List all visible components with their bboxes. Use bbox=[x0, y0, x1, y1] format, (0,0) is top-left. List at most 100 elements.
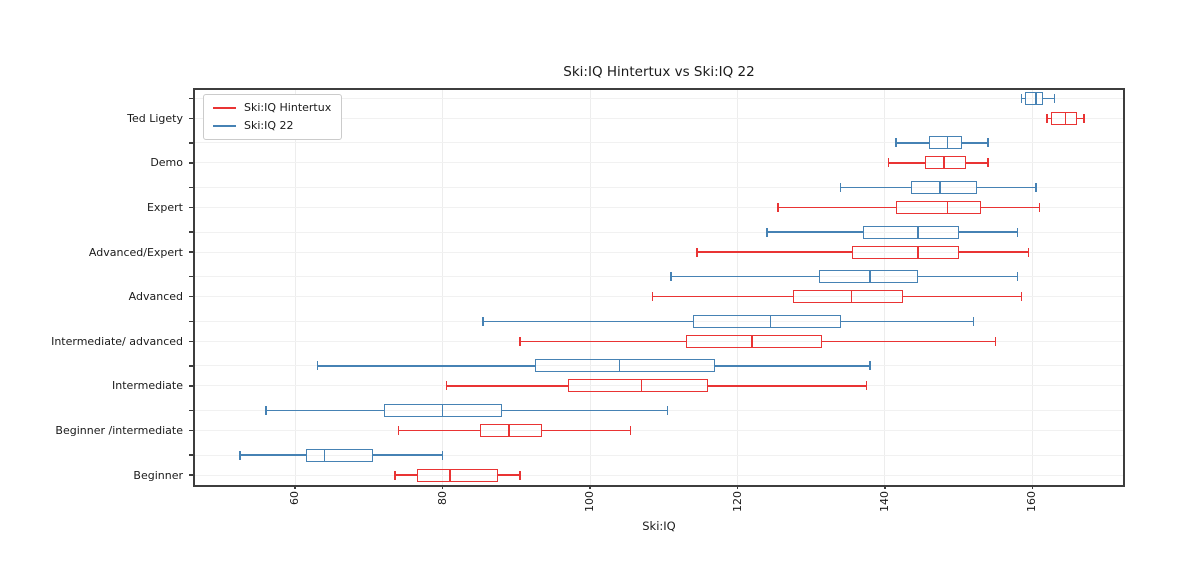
boxplot-box bbox=[929, 136, 963, 150]
gridline-horizontal bbox=[195, 385, 1123, 387]
whisker-cap-low bbox=[316, 361, 319, 371]
whisker-left bbox=[446, 385, 568, 387]
boxplot-box bbox=[910, 181, 978, 194]
whisker-right bbox=[542, 429, 631, 432]
x-axis-tick bbox=[736, 485, 739, 489]
y-axis-tick bbox=[189, 251, 193, 253]
y-tick-label: Beginner bbox=[133, 468, 183, 482]
median-line bbox=[946, 202, 949, 213]
gridline-horizontal bbox=[195, 365, 1123, 367]
median-line bbox=[1064, 112, 1067, 124]
whisker-right bbox=[1043, 97, 1055, 100]
whisker-right bbox=[708, 385, 867, 387]
whisker-cap-low bbox=[445, 381, 448, 391]
whisker-cap-low bbox=[265, 406, 267, 415]
x-axis-tick bbox=[589, 485, 591, 489]
gridline-vertical bbox=[442, 90, 444, 485]
x-tick-label: 60 bbox=[288, 491, 302, 505]
whisker-cap-low bbox=[696, 247, 698, 257]
whisker-cap-high bbox=[1038, 203, 1041, 212]
whisker-cap-low bbox=[839, 183, 842, 192]
gridline-horizontal bbox=[195, 430, 1123, 431]
gridline-vertical bbox=[1031, 90, 1033, 485]
whisker-right bbox=[958, 251, 1029, 253]
whisker-cap-high bbox=[1035, 183, 1037, 192]
whisker-left bbox=[1047, 117, 1051, 120]
gridline-horizontal bbox=[195, 474, 1123, 476]
whisker-cap-low bbox=[895, 138, 897, 148]
whisker-left bbox=[394, 474, 417, 476]
x-tick-label: 140 bbox=[877, 491, 891, 512]
y-tick-label: Advanced/Expert bbox=[88, 245, 183, 259]
whisker-cap-low bbox=[482, 316, 484, 326]
whisker-right bbox=[958, 231, 1018, 233]
whisker-cap-low bbox=[394, 470, 396, 480]
gridline-horizontal bbox=[195, 276, 1123, 278]
x-axis-tick bbox=[884, 485, 886, 489]
boxplot-box bbox=[818, 270, 919, 284]
gridline-vertical bbox=[884, 90, 886, 485]
gridline-horizontal bbox=[195, 231, 1123, 233]
x-axis-tick bbox=[1031, 485, 1034, 489]
boxplot-box bbox=[851, 245, 959, 259]
boxplot-box bbox=[895, 201, 981, 214]
whisker-cap-low bbox=[651, 292, 654, 302]
gridline-horizontal bbox=[195, 142, 1123, 144]
gridline-horizontal bbox=[195, 207, 1123, 208]
gridline-horizontal bbox=[195, 117, 1123, 119]
boxplot-box bbox=[862, 225, 959, 239]
legend-label-hintertux: Ski:IQ Hintertux bbox=[244, 101, 332, 114]
whisker-left bbox=[671, 275, 819, 278]
whisker-cap-high bbox=[1016, 272, 1019, 282]
median-line bbox=[751, 335, 753, 347]
y-axis-tick bbox=[189, 275, 193, 278]
whisker-left bbox=[520, 340, 686, 343]
whisker-left bbox=[265, 409, 384, 412]
x-axis-tick bbox=[294, 485, 296, 489]
x-tick-label: 100 bbox=[583, 491, 597, 512]
boxplot-box bbox=[925, 156, 966, 170]
boxplot-box bbox=[534, 359, 716, 373]
whisker-right bbox=[372, 454, 443, 456]
legend-label-22: Ski:IQ 22 bbox=[244, 119, 294, 132]
whisker-left bbox=[888, 162, 926, 164]
whisker-cap-high bbox=[519, 470, 521, 480]
whisker-right bbox=[977, 186, 1036, 189]
boxplot-box bbox=[693, 314, 841, 328]
whisker-right bbox=[497, 474, 521, 476]
whisker-cap-high bbox=[987, 138, 989, 148]
whisker-left bbox=[652, 295, 793, 298]
gridline-horizontal bbox=[195, 162, 1123, 164]
legend: Ski:IQ Hintertux Ski:IQ 22 bbox=[203, 94, 343, 140]
y-axis-tick bbox=[189, 162, 193, 164]
boxplot-box bbox=[479, 424, 543, 437]
whisker-cap-low bbox=[1020, 93, 1023, 103]
whisker-cap-low bbox=[766, 227, 768, 237]
whisker-right bbox=[822, 340, 996, 343]
whisker-cap-high bbox=[1053, 93, 1056, 103]
y-axis-tick bbox=[189, 365, 193, 367]
whisker-left bbox=[766, 231, 863, 233]
legend-line-red bbox=[213, 106, 236, 109]
median-line bbox=[946, 137, 949, 149]
whisker-right bbox=[715, 365, 871, 367]
y-axis-tick bbox=[189, 385, 193, 387]
median-line bbox=[323, 449, 326, 461]
gridline-horizontal bbox=[195, 97, 1123, 99]
whisker-left bbox=[317, 365, 535, 367]
y-axis-tick bbox=[189, 340, 193, 343]
median-line bbox=[508, 425, 510, 436]
whisker-cap-high bbox=[1016, 227, 1019, 237]
y-axis-tick bbox=[189, 186, 193, 189]
whisker-right bbox=[903, 295, 1022, 298]
median-line bbox=[1035, 92, 1037, 104]
y-axis-tick bbox=[189, 117, 193, 120]
gridline-vertical bbox=[589, 90, 591, 485]
whisker-cap-low bbox=[239, 450, 241, 460]
whisker-left bbox=[1021, 97, 1025, 100]
y-axis-tick bbox=[189, 206, 193, 209]
boxplot-box bbox=[1024, 91, 1044, 105]
whisker-cap-high bbox=[987, 158, 989, 168]
y-tick-label: Ted Ligety bbox=[127, 111, 183, 125]
